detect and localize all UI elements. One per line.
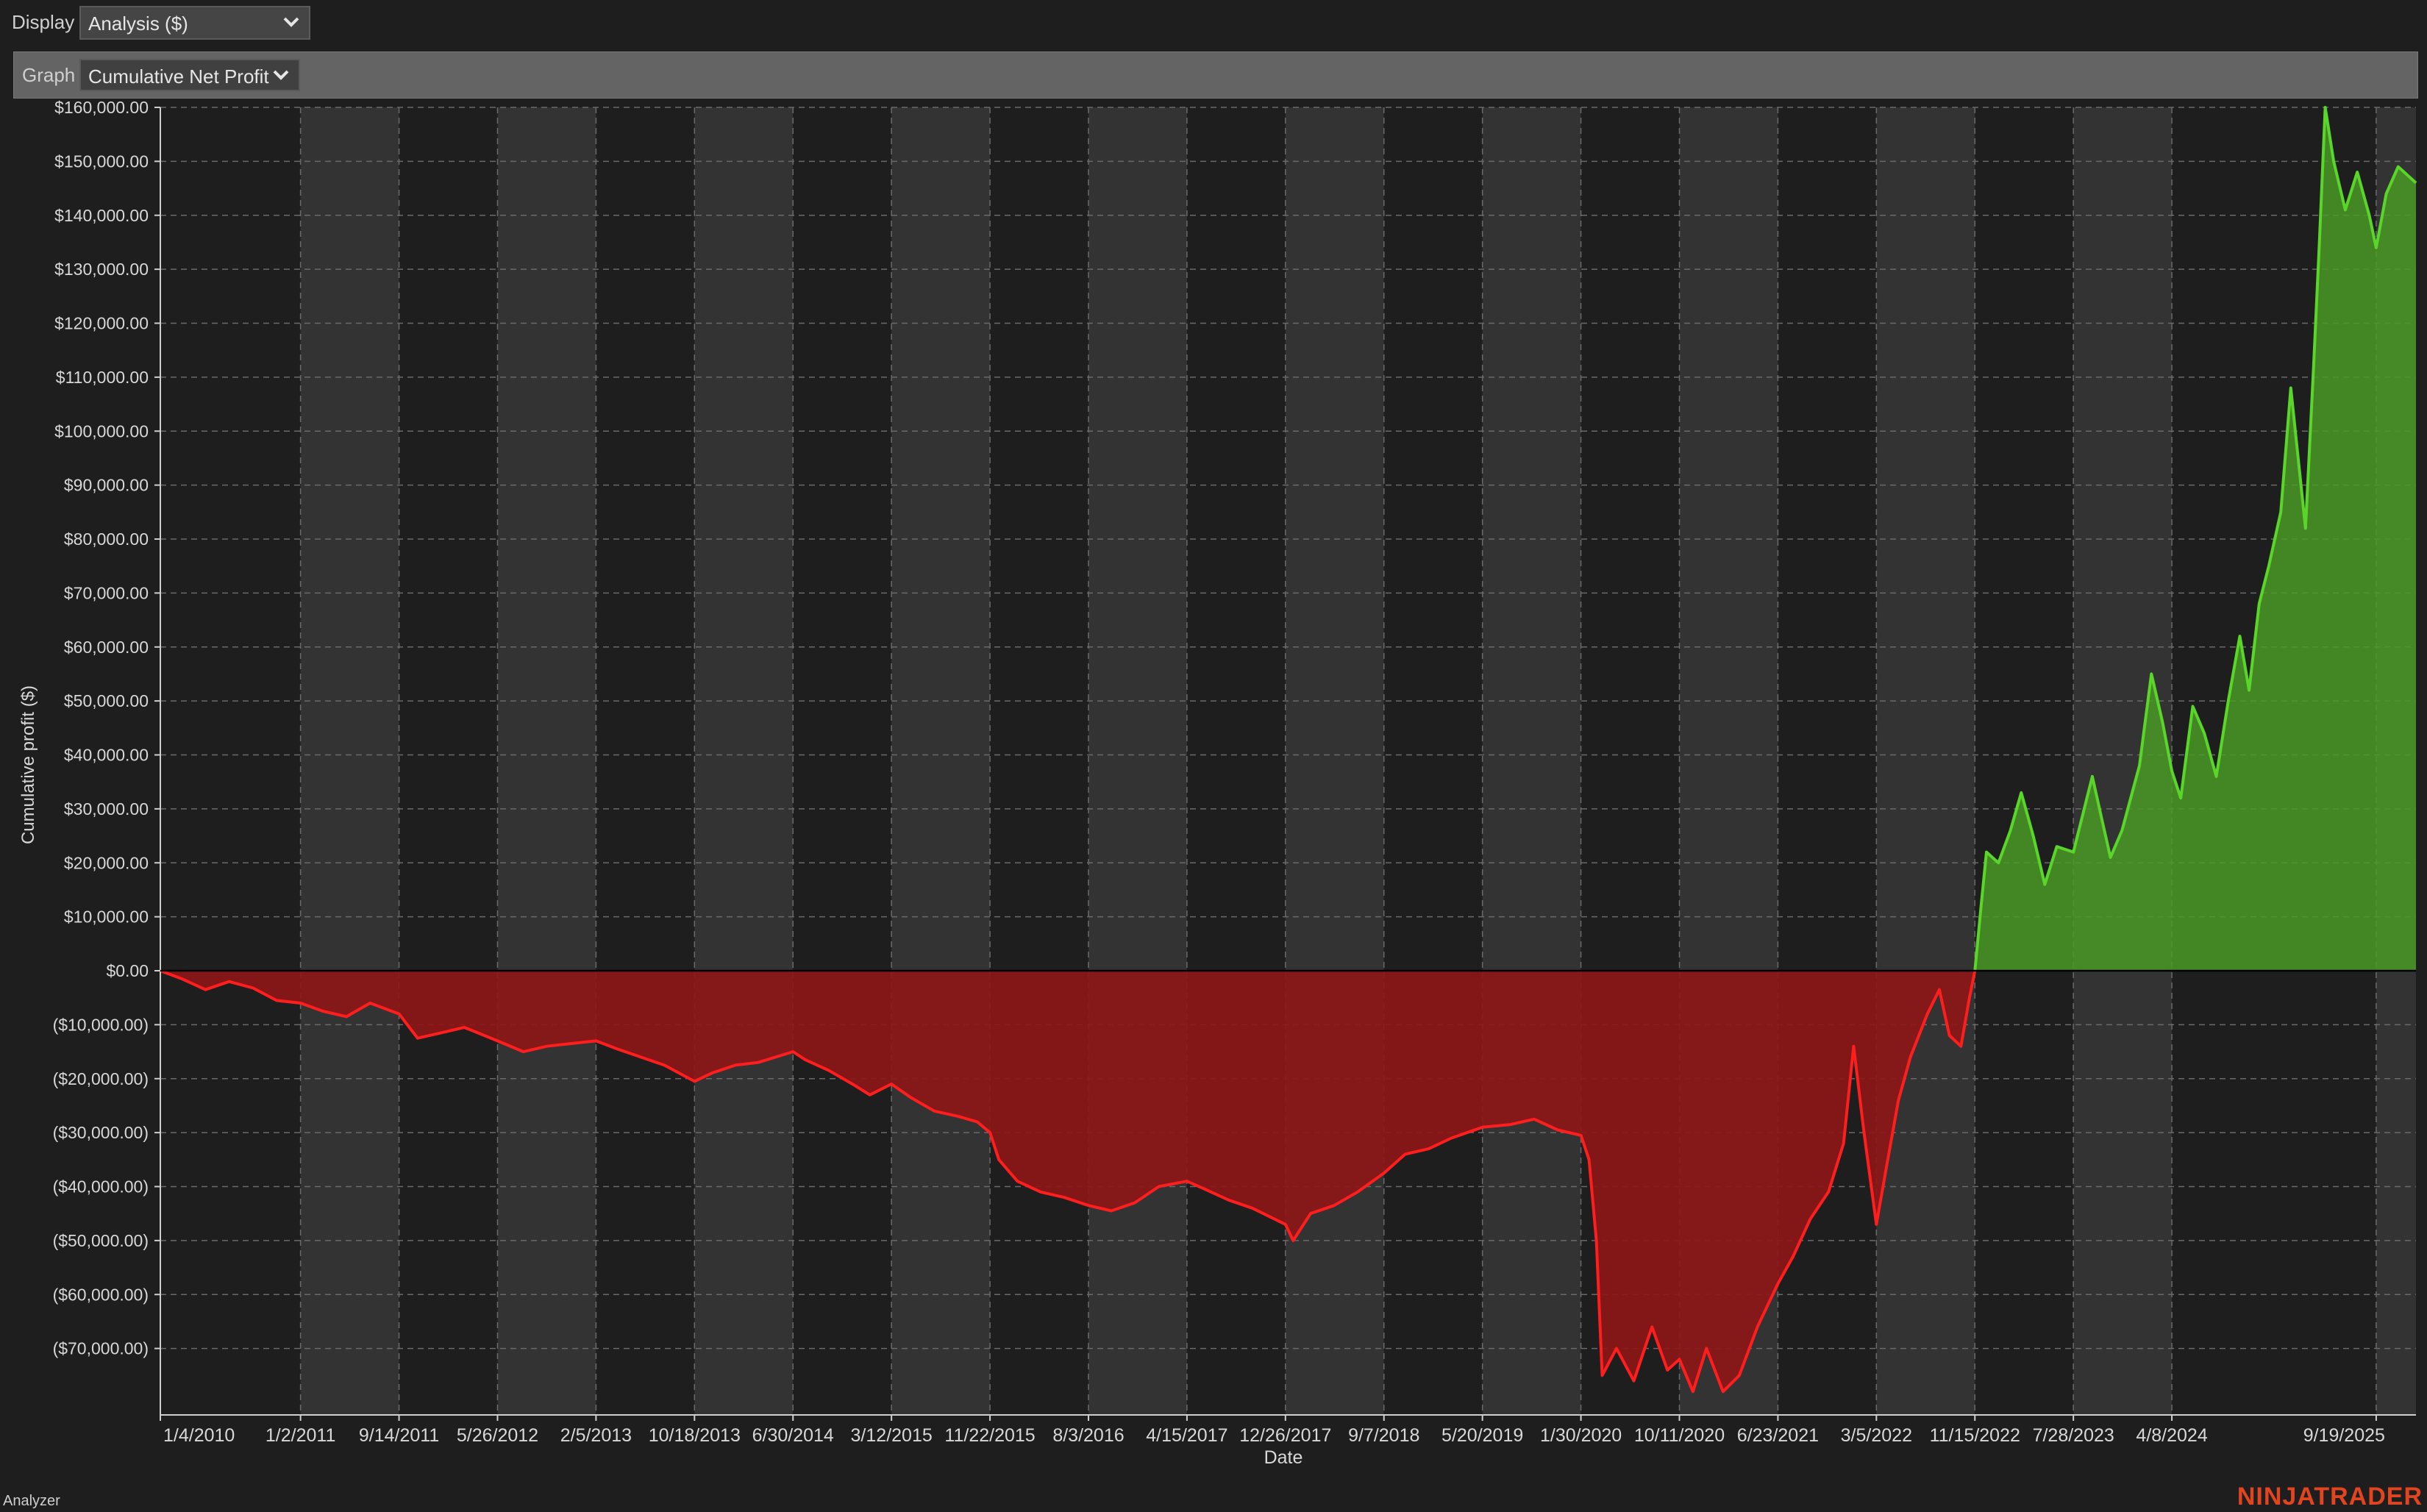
y-tick-label: ($20,000.00) — [53, 1069, 149, 1088]
x-tick-label: 4/15/2017 — [1146, 1425, 1227, 1446]
y-tick-label: $140,000.00 — [54, 206, 149, 225]
y-tick-label: $160,000.00 — [54, 100, 149, 117]
y-tick-label: ($10,000.00) — [53, 1015, 149, 1034]
x-axis-label: Date — [1264, 1447, 1303, 1468]
x-tick-label: 10/18/2013 — [649, 1425, 741, 1446]
display-label: Display — [12, 11, 75, 33]
date-band — [497, 107, 596, 1415]
y-tick-label: ($40,000.00) — [53, 1177, 149, 1197]
x-tick-label: 9/7/2018 — [1348, 1425, 1419, 1446]
y-tick-label: $130,000.00 — [54, 260, 149, 279]
y-tick-label: $50,000.00 — [64, 691, 149, 710]
x-axis-tick-labels: 1/4/2010 1/2/2011 9/14/2011 5/26/2012 2/5/20… — [163, 1425, 2385, 1446]
date-band — [1876, 107, 1975, 1415]
chevron-down-icon — [283, 17, 299, 27]
graph-type-select-value: Cumulative Net Profit — [88, 65, 269, 88]
x-tick-label: 4/8/2024 — [2136, 1425, 2207, 1446]
x-tick-label: 2/5/2013 — [560, 1425, 632, 1446]
x-tick-label: 7/28/2023 — [2033, 1425, 2114, 1446]
y-tick-label: $40,000.00 — [64, 746, 149, 765]
y-tick-label: $70,000.00 — [64, 583, 149, 602]
date-band — [1088, 107, 1187, 1415]
x-tick-label: 6/30/2014 — [752, 1425, 834, 1446]
status-label: Analyzer — [3, 1493, 60, 1509]
x-tick-label: 5/20/2019 — [1441, 1425, 1523, 1446]
chevron-down-icon — [273, 70, 289, 80]
y-axis-tick-labels: $160,000.00 $150,000.00 $140,000.00 $130,00… — [53, 98, 149, 1358]
profit-areas — [160, 107, 2416, 1392]
brand-logo: NINJATRADER — [2237, 1483, 2423, 1511]
x-tick-label: 1/2/2011 — [265, 1425, 335, 1446]
profit-area — [1975, 107, 2416, 971]
y-tick-label: $100,000.00 — [54, 421, 149, 441]
chart-axes — [154, 107, 2416, 1421]
graph-toolbar — [13, 51, 2418, 99]
y-tick-label: $150,000.00 — [54, 151, 149, 171]
y-tick-label: $110,000.00 — [56, 368, 149, 387]
x-tick-label: 8/3/2016 — [1052, 1425, 1124, 1446]
y-tick-label: $10,000.00 — [64, 907, 149, 927]
chart-svg: $160,000.00 $150,000.00 $140,000.00 $130,00… — [18, 98, 2417, 1468]
y-tick-label: $120,000.00 — [54, 314, 149, 333]
cumulative-net-profit-chart: $160,000.00 $150,000.00 $140,000.00 $130,00… — [0, 98, 2427, 1475]
y-tick-label: ($30,000.00) — [53, 1123, 149, 1142]
display-select-value: Analysis ($) — [88, 13, 188, 35]
x-tick-label: 11/22/2015 — [944, 1425, 1035, 1446]
y-tick-label: $20,000.00 — [64, 853, 149, 872]
date-band — [1482, 107, 1581, 1415]
x-tick-label: 11/15/2022 — [1930, 1425, 2020, 1446]
date-band — [694, 107, 794, 1415]
date-band — [891, 107, 991, 1415]
status-bar — [0, 1475, 2427, 1512]
x-tick-label: 12/26/2017 — [1239, 1425, 1331, 1446]
y-tick-label: $80,000.00 — [64, 529, 149, 549]
x-tick-label: 1/30/2020 — [1540, 1425, 1622, 1446]
loss-line — [160, 969, 1977, 1394]
profit-line — [1973, 106, 2417, 971]
x-tick-label: 3/5/2022 — [1841, 1425, 1912, 1446]
x-tick-label: 6/23/2021 — [1737, 1425, 1819, 1446]
x-tick-label: 9/19/2025 — [2303, 1425, 2385, 1446]
profit-lines — [160, 106, 2417, 1394]
x-tick-label: 9/14/2011 — [359, 1425, 439, 1446]
y-tick-label: $60,000.00 — [64, 638, 149, 657]
y-tick-label: ($60,000.00) — [53, 1285, 149, 1304]
date-bands — [300, 107, 2416, 1415]
x-tick-label: 5/26/2012 — [457, 1425, 538, 1446]
x-tick-label: 3/12/2015 — [851, 1425, 933, 1446]
display-select[interactable]: Analysis ($) — [79, 6, 310, 40]
y-tick-label: $0.00 — [106, 961, 149, 980]
graph-type-select[interactable]: Cumulative Net Profit — [79, 59, 300, 91]
x-tick-label: 10/11/2020 — [1634, 1425, 1725, 1446]
graph-label: Graph — [22, 64, 76, 86]
y-tick-label: ($50,000.00) — [53, 1231, 149, 1250]
display-toolbar — [0, 0, 2427, 49]
x-tick-label: 1/4/2010 — [163, 1425, 235, 1446]
y-axis-label: Cumulative profit ($) — [18, 685, 38, 844]
y-tick-label: ($70,000.00) — [53, 1339, 149, 1358]
y-tick-label: $90,000.00 — [64, 476, 149, 495]
date-band — [300, 107, 399, 1415]
y-tick-label: $30,000.00 — [64, 799, 149, 819]
drawdown-area — [160, 971, 1975, 1392]
